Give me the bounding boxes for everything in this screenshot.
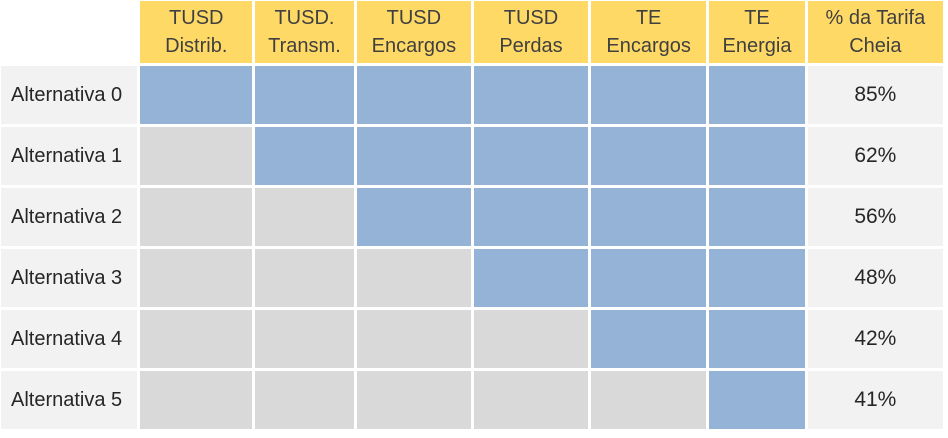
included-cell	[590, 188, 707, 246]
header-line2: Distrib.	[165, 35, 228, 57]
excluded-cell	[255, 371, 354, 429]
excluded-cell	[255, 310, 354, 368]
included-cell	[709, 310, 805, 368]
row-label: Alternativa 4	[1, 310, 138, 368]
excluded-cell	[356, 249, 472, 307]
pct-value: 62%	[807, 127, 943, 185]
excluded-cell	[140, 249, 253, 307]
pct-value: 42%	[807, 310, 943, 368]
excluded-cell	[140, 127, 253, 185]
table-row: Alternativa 5 41%	[1, 371, 943, 429]
included-cell	[474, 249, 588, 307]
included-cell	[356, 188, 472, 246]
excluded-cell	[255, 249, 354, 307]
header-line2: Encargos	[606, 35, 691, 57]
included-cell	[356, 66, 472, 124]
included-cell	[255, 127, 354, 185]
table-row: Alternativa 1 62%	[1, 127, 943, 185]
header-line2: Cheia	[849, 35, 902, 57]
header-line2: Encargos	[371, 35, 457, 57]
included-cell	[590, 249, 707, 307]
excluded-cell	[590, 371, 707, 429]
header-line1: TUSD.	[274, 7, 335, 29]
included-cell	[709, 249, 805, 307]
included-cell	[474, 188, 588, 246]
header-tusd-distrib: TUSD Distrib.	[140, 1, 253, 63]
excluded-cell	[356, 310, 472, 368]
excluded-cell	[140, 310, 253, 368]
excluded-cell	[356, 371, 472, 429]
included-cell	[590, 310, 707, 368]
header-te-energia: TE Energia	[709, 1, 805, 63]
included-cell	[590, 127, 707, 185]
header-tusd-encargos: TUSD Encargos	[356, 1, 472, 63]
row-label: Alternativa 5	[1, 371, 138, 429]
table-row: Alternativa 3 48%	[1, 249, 943, 307]
row-label: Alternativa 2	[1, 188, 138, 246]
included-cell	[709, 188, 805, 246]
row-label: Alternativa 1	[1, 127, 138, 185]
header-corner-cell	[1, 1, 138, 63]
pct-value: 56%	[807, 188, 943, 246]
excluded-cell	[140, 371, 253, 429]
included-cell	[140, 66, 253, 124]
table-row: Alternativa 0 85%	[1, 66, 943, 124]
header-pct-tarifa-cheia: % da Tarifa Cheia	[807, 1, 943, 63]
included-cell	[255, 66, 354, 124]
header-line1: TUSD	[386, 7, 442, 29]
included-cell	[709, 371, 805, 429]
pct-value: 41%	[807, 371, 943, 429]
header-tusd-perdas: TUSD Perdas	[474, 1, 588, 63]
excluded-cell	[140, 188, 253, 246]
excluded-cell	[474, 371, 588, 429]
included-cell	[356, 127, 472, 185]
table-row: Alternativa 2 56%	[1, 188, 943, 246]
header-line1: TUSD	[169, 7, 224, 29]
excluded-cell	[255, 188, 354, 246]
header-row: TUSD Distrib. TUSD. Transm. TUSD Encargo…	[1, 1, 943, 63]
header-line2: Perdas	[499, 35, 563, 57]
included-cell	[590, 66, 707, 124]
header-te-encargos: TE Encargos	[590, 1, 707, 63]
pct-value: 85%	[807, 66, 943, 124]
header-tusd-transm: TUSD. Transm.	[255, 1, 354, 63]
header-line1: TUSD	[503, 7, 559, 29]
header-line2: Transm.	[268, 35, 341, 57]
header-line1: TE	[744, 7, 770, 29]
included-cell	[709, 127, 805, 185]
excluded-cell	[474, 310, 588, 368]
included-cell	[474, 66, 588, 124]
row-label: Alternativa 0	[1, 66, 138, 124]
row-label: Alternativa 3	[1, 249, 138, 307]
header-line2: Energia	[722, 35, 792, 57]
included-cell	[709, 66, 805, 124]
included-cell	[474, 127, 588, 185]
pct-value: 48%	[807, 249, 943, 307]
table-row: Alternativa 4 42%	[1, 310, 943, 368]
header-line1: TE	[635, 7, 662, 29]
header-line1: % da Tarifa	[825, 7, 926, 29]
